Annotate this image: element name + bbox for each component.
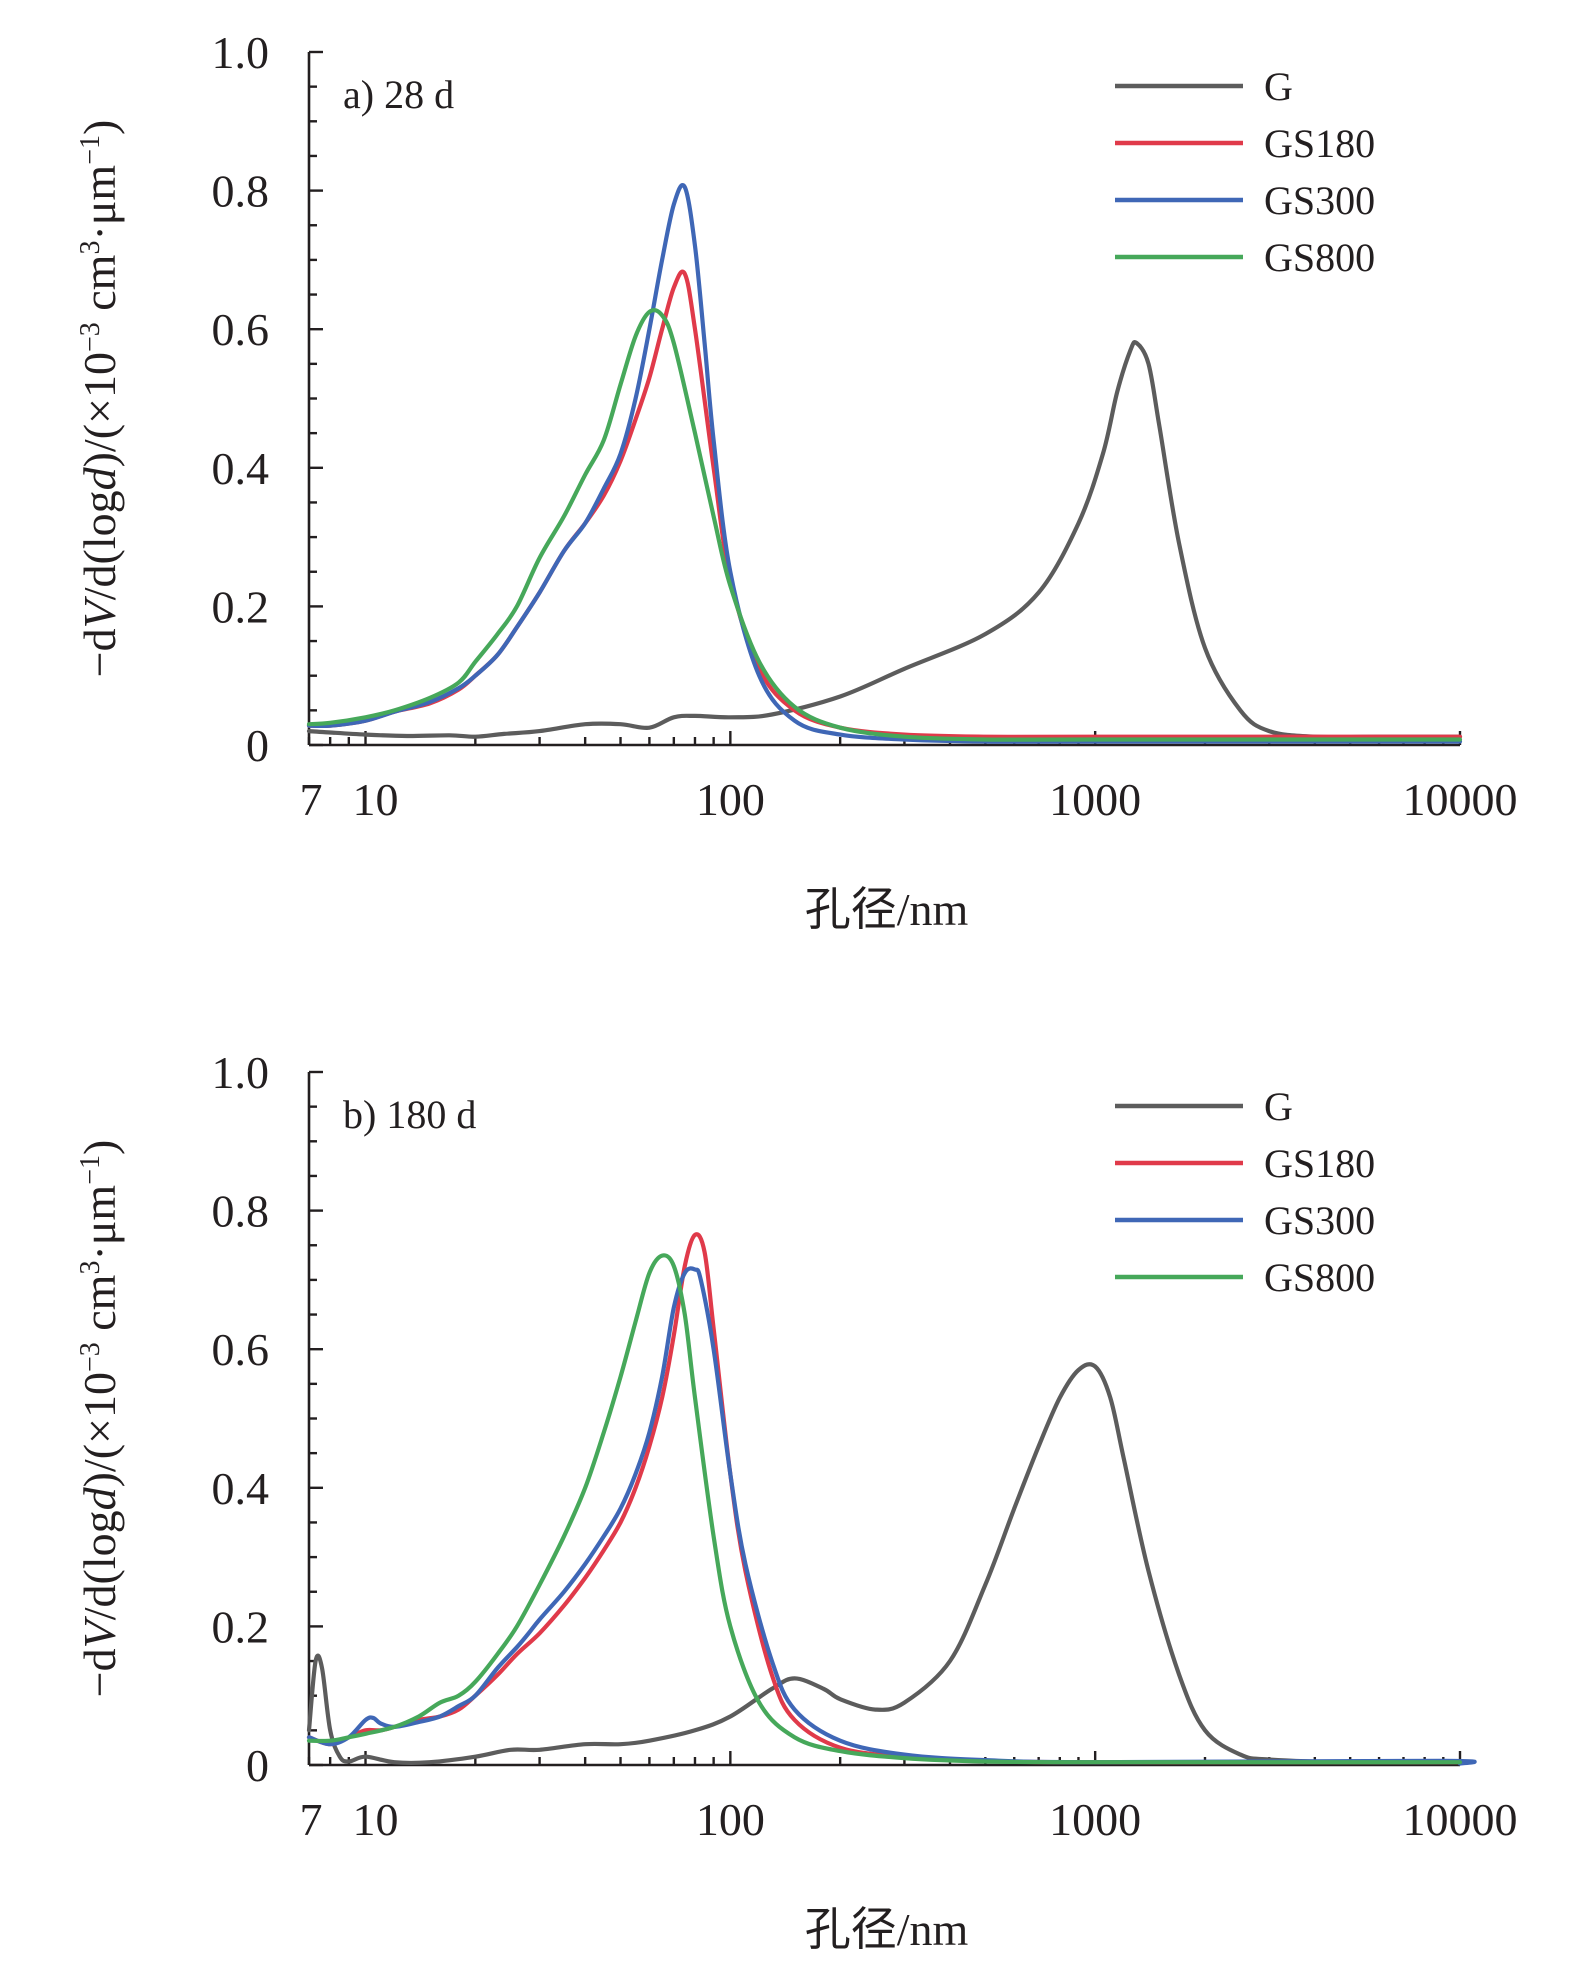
y-axis-title-part: −3 (75, 322, 106, 352)
series-line-gs180 (306, 1232, 1463, 1765)
y-tick-label: 0.6 (212, 304, 270, 355)
y-tick-label: 0.2 (212, 1601, 270, 1652)
x-tick-label: 10000 (1403, 1794, 1518, 1845)
y-tick-label: 0.4 (212, 443, 270, 494)
y-axis-title-part: −3 (75, 1342, 106, 1372)
y-tick-label: 0.8 (212, 166, 270, 217)
y-tick-label: 0.4 (212, 1463, 270, 1514)
panel-label: a) 28 d (343, 72, 454, 117)
y-axis-title-part: ) (74, 1140, 125, 1155)
y-axis-title-part: −d (74, 628, 125, 677)
series-line-gs300 (306, 1266, 1477, 1766)
y-axis-title: −dV/d(logd)/(×10−3 cm3·μm−1) (74, 1140, 125, 1698)
series-line-gs180 (306, 269, 1463, 739)
x-tick-label: 1000 (1049, 1794, 1141, 1845)
y-tick-label: 0 (246, 720, 269, 771)
x-tick-label: 1000 (1049, 774, 1141, 825)
legend-label: GS180 (1264, 1141, 1375, 1186)
y-tick-label: 0 (246, 1740, 269, 1791)
y-axis-title-part: 3 (75, 1261, 106, 1275)
legend-label: GS800 (1264, 1255, 1375, 1300)
x-axis-title: 孔径/nm (805, 884, 969, 935)
y-axis-title-part: −1 (75, 135, 106, 165)
x-tick-label: 7 (300, 1794, 323, 1845)
y-axis-title-part: d (74, 466, 125, 490)
y-axis-title-part: −d (74, 1648, 125, 1697)
x-tick-label: 7 (300, 774, 323, 825)
y-tick-label: 1.0 (212, 1047, 270, 1098)
y-axis-title-part: 3 (75, 241, 106, 255)
x-tick-label: 10 (353, 774, 399, 825)
y-axis-title-part: )/(×10 (74, 352, 125, 467)
x-axis-title: 孔径/nm (805, 1904, 969, 1955)
y-axis-title-part: V (74, 1615, 125, 1648)
y-axis-title-part: ) (74, 120, 125, 135)
y-tick-label: 1.0 (212, 27, 270, 78)
y-axis-title: −dV/d(logd)/(×10−3 cm3·μm−1) (74, 120, 125, 678)
legend-label: GS180 (1264, 121, 1375, 166)
y-axis-title-part: ·μm (74, 165, 125, 241)
legend-label: GS300 (1264, 178, 1375, 223)
chart-panel-b: 0 0.2 0.4 0.6 0.8 1.0 7 10 100 1000 10000 孔径/nm −dV/… (74, 1047, 1518, 1955)
y-axis-title-part: V (74, 595, 125, 628)
x-tick-label: 100 (696, 774, 765, 825)
series-line-g (306, 339, 1463, 740)
y-axis-title-part: ·μm (74, 1185, 125, 1261)
x-tick-label: 100 (696, 1794, 765, 1845)
y-tick-label: 0.2 (212, 581, 270, 632)
legend-label: G (1264, 64, 1293, 109)
y-tick-label: 0.8 (212, 1186, 270, 1237)
chart-panel-a: 0 0.2 0.4 0.6 0.8 1.0 7 10 100 1000 10000 孔径/nm −dV/… (74, 27, 1518, 935)
series-line-gs800 (306, 1253, 1463, 1765)
x-tick-label: 10 (353, 1794, 399, 1845)
y-axis-title-part: /d(log (74, 490, 125, 600)
panel-label: b) 180 d (343, 1092, 476, 1137)
y-axis-title-part: cm (74, 1274, 125, 1342)
y-axis-title-part: cm (74, 254, 125, 322)
y-axis-title-part: −1 (75, 1155, 106, 1185)
y-axis-title-part: )/(×10 (74, 1372, 125, 1487)
y-axis-title-part: /d(log (74, 1510, 125, 1620)
y-axis-title-part: d (74, 1486, 125, 1510)
series-line-g (306, 1362, 1463, 1766)
legend-label: GS800 (1264, 235, 1375, 280)
legend-label: GS300 (1264, 1198, 1375, 1243)
x-tick-label: 10000 (1403, 774, 1518, 825)
y-tick-label: 0.6 (212, 1324, 270, 1375)
series-line-gs800 (306, 307, 1463, 742)
series-line-gs300 (306, 183, 1463, 744)
legend-label: G (1264, 1084, 1293, 1129)
